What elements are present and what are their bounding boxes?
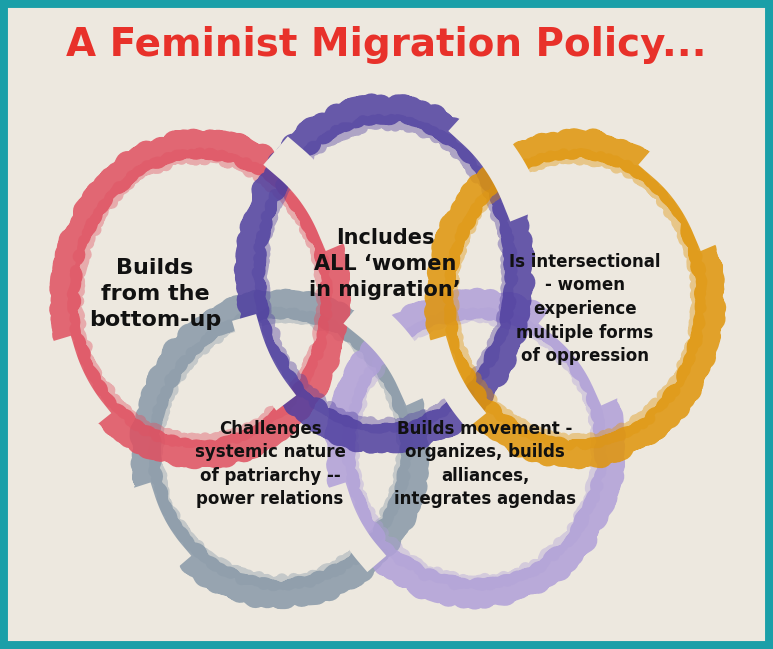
Text: Is intersectional
- women
experience
multiple forms
of oppression: Is intersectional - women experience mul… bbox=[509, 253, 661, 365]
Text: Includes
ALL ‘women
in migration’: Includes ALL ‘women in migration’ bbox=[309, 228, 461, 300]
Text: Challenges
systemic nature
of patriarchy --
power relations: Challenges systemic nature of patriarchy… bbox=[195, 420, 346, 508]
Text: Builds movement -
organizes, builds
alliances,
integrates agendas: Builds movement - organizes, builds alli… bbox=[394, 420, 576, 508]
Text: Builds
from the
bottom-up: Builds from the bottom-up bbox=[89, 258, 221, 330]
Text: A Feminist Migration Policy...: A Feminist Migration Policy... bbox=[66, 26, 707, 64]
